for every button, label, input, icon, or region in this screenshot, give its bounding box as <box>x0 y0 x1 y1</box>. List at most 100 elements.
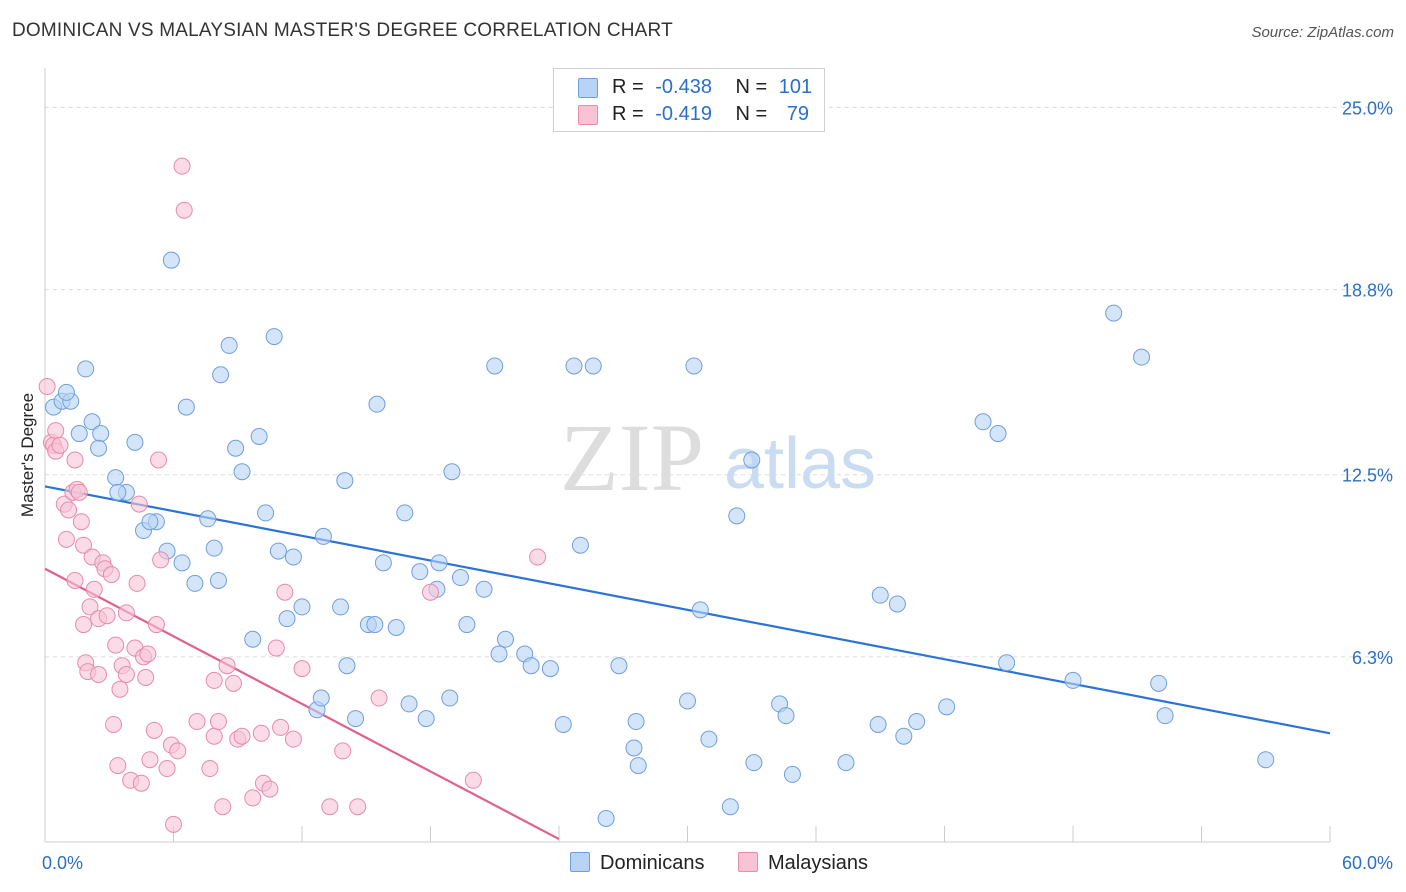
dominican-point <box>347 710 365 728</box>
dominican-point <box>1105 304 1123 322</box>
dominican-point <box>554 715 572 733</box>
malaysian-point <box>90 666 108 684</box>
dominican-point <box>728 507 746 525</box>
dominican-point <box>374 554 392 572</box>
dominican-point <box>451 569 469 587</box>
malaysian-point <box>272 718 290 736</box>
dominican-point <box>227 439 245 457</box>
malaysian-point <box>132 774 150 792</box>
malaysian-point <box>111 680 129 698</box>
legend-r-value-malaysians: -0.419 <box>655 103 712 125</box>
dominican-point <box>293 598 311 616</box>
malaysian-point <box>284 730 302 748</box>
dominican-point <box>109 483 127 501</box>
dominican-point <box>90 439 108 457</box>
bottom-legend-label-malaysians: Malaysians <box>768 852 869 874</box>
dominican-point <box>250 427 268 445</box>
malaysian-point <box>51 436 69 454</box>
dominican-point <box>366 616 384 634</box>
dominican-point <box>199 510 217 528</box>
malaysian-point <box>349 798 367 816</box>
bottom-legend-dominicans: Dominicans <box>570 852 704 875</box>
malaysian-point <box>70 483 88 501</box>
dominican-point <box>83 413 101 431</box>
dominican-point <box>312 689 330 707</box>
dominican-point <box>895 727 913 745</box>
dominican-point <box>209 571 227 589</box>
dominican-point <box>908 713 926 731</box>
dominican-point <box>411 563 429 581</box>
malaysian-point <box>152 551 170 569</box>
dominican-point <box>338 657 356 675</box>
dominican-point <box>679 692 696 710</box>
dominican-point <box>745 754 763 772</box>
dominican-point <box>278 610 296 628</box>
axes <box>44 68 1331 843</box>
legend-n-value-dominicans: 101 <box>778 76 813 98</box>
x-tick-label-min: 0.0% <box>42 853 83 873</box>
malaysian-point <box>128 574 146 592</box>
dominican-point <box>743 451 761 469</box>
malaysian-point <box>321 798 339 816</box>
dominican-point <box>685 357 703 375</box>
dominican-point <box>368 395 386 413</box>
malaysian-point <box>218 657 236 675</box>
malaysian-point <box>244 789 262 807</box>
y-tick-label: 12.5% <box>1342 466 1393 486</box>
y-tick-label: 18.8% <box>1342 281 1393 301</box>
malaysian-point <box>201 760 219 778</box>
malaysian-point <box>224 674 242 692</box>
dominican-point <box>332 598 350 616</box>
dominican-point <box>177 398 195 416</box>
malaysian-point <box>57 530 75 548</box>
malaysian-point <box>175 201 193 219</box>
bottom-legend-swatch-malaysians <box>738 852 758 872</box>
malaysian-point <box>47 422 65 440</box>
chart-title: DOMINICAN VS MALAYSIAN MASTER'S DEGREE C… <box>12 20 673 41</box>
trend-lines <box>44 485 1331 841</box>
grid-lines <box>45 106 1392 658</box>
dominican-point <box>869 715 887 733</box>
dominican-point <box>173 554 191 572</box>
malaysian-point <box>117 604 135 622</box>
dominican-point <box>1064 671 1082 689</box>
legend-n-label: N = <box>735 76 768 98</box>
dominican-point <box>162 251 180 269</box>
malaysian-point <box>205 727 223 745</box>
dominican-point <box>441 689 459 707</box>
data-points <box>38 157 1275 833</box>
malaysian-point <box>81 598 99 616</box>
malaysian-point <box>72 513 90 531</box>
malaysian-point <box>205 671 223 689</box>
dominican-point <box>496 630 514 648</box>
malaysian-point <box>169 742 187 760</box>
dominican-point <box>783 765 801 783</box>
dominican-point <box>396 504 414 522</box>
legend-r-value-dominicans: -0.438 <box>655 76 712 98</box>
malaysian-point <box>109 757 127 775</box>
dominican-point <box>233 463 251 481</box>
legend-n-label: N = <box>735 103 768 125</box>
dominican-point <box>691 601 709 619</box>
dominican-point <box>1156 707 1174 725</box>
malaysian-point <box>66 571 84 589</box>
dominican-point <box>1257 751 1275 769</box>
malaysian-point <box>130 495 148 513</box>
malaysian-point <box>107 636 125 654</box>
y-tick-label: 25.0% <box>1342 98 1393 118</box>
dominican-point <box>486 357 504 375</box>
legend-r-label: R = <box>612 103 644 125</box>
dominican-point <box>1150 674 1168 692</box>
legend-swatch-dominicans <box>578 78 598 98</box>
malaysian-point <box>165 815 182 833</box>
legend-r-label: R = <box>612 76 644 98</box>
dominican-point <box>888 595 906 613</box>
dominican-point <box>625 739 643 757</box>
dominican-point <box>777 707 795 725</box>
dominican-point <box>974 413 992 431</box>
malaysian-point <box>85 580 103 598</box>
dominican-point <box>212 366 230 384</box>
dominican-point <box>989 425 1007 443</box>
malaysian-point <box>75 536 93 554</box>
legend-swatch-malaysians <box>578 105 598 125</box>
